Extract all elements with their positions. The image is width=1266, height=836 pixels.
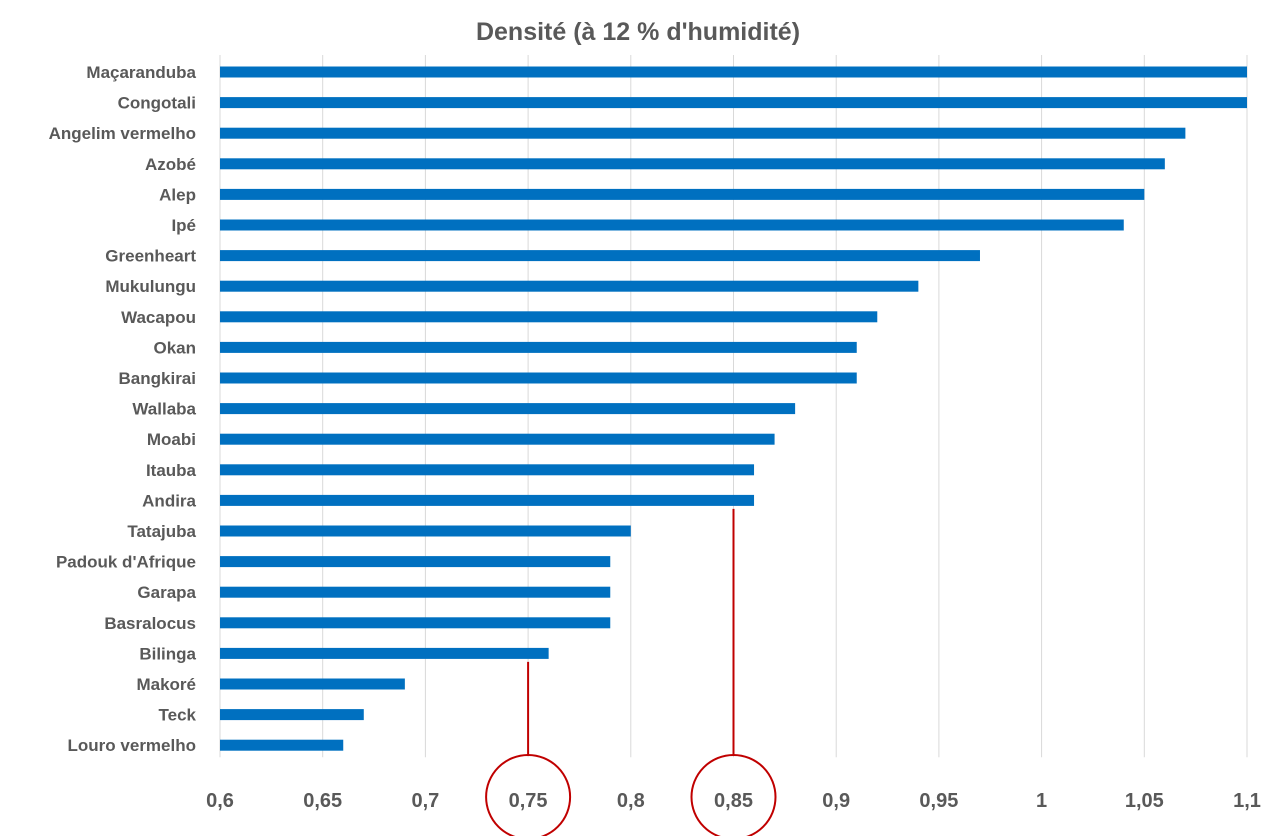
category-label: Wallaba <box>132 400 196 419</box>
category-label: Padouk d'Afrique <box>56 553 196 572</box>
bar <box>220 586 611 598</box>
category-label: Mukulungu <box>105 277 196 296</box>
annotations <box>485 508 777 836</box>
bar <box>220 403 796 415</box>
bar <box>220 372 857 384</box>
bar <box>220 66 1247 78</box>
bar <box>220 464 755 476</box>
x-tick-label: 1 <box>1036 790 1047 812</box>
category-label: Okan <box>153 338 196 357</box>
x-tick-labels: 0,6 0,65 0,7 0,75 0,8 0,85 0,9 0,95 1 1,05 1,1 <box>206 790 1261 812</box>
bar <box>220 678 405 690</box>
bar <box>220 739 344 751</box>
category-label: Louro vermelho <box>68 736 196 755</box>
category-label: Basralocus <box>104 614 196 633</box>
category-label: Makoré <box>136 675 196 694</box>
bar <box>220 97 1247 109</box>
bar <box>220 494 755 506</box>
category-label: Azobé <box>145 155 196 174</box>
x-tick-label: 0,75 <box>509 790 548 812</box>
bar <box>220 250 980 262</box>
x-tick-label: 0,6 <box>206 790 234 812</box>
category-label: Andira <box>142 491 196 510</box>
category-label: Itauba <box>146 461 197 480</box>
category-label: Bangkirai <box>119 369 196 388</box>
category-label: Garapa <box>137 583 196 602</box>
category-label: Congotali <box>118 94 196 113</box>
category-label: Ipé <box>171 216 196 235</box>
bar <box>220 341 857 353</box>
bar <box>220 617 611 629</box>
category-labels: Maçaranduba Congotali Angelim vermelho Azob… <box>49 63 197 755</box>
bar <box>220 709 364 721</box>
category-label: Greenheart <box>105 247 196 266</box>
bar <box>220 311 878 323</box>
bar <box>220 188 1145 200</box>
bar <box>220 219 1124 231</box>
category-label: Moabi <box>147 430 196 449</box>
category-label: Wacapou <box>121 308 196 327</box>
bar <box>220 280 919 292</box>
category-label: Alep <box>159 185 196 204</box>
x-tick-label: 0,95 <box>919 790 958 812</box>
x-tick-label: 0,8 <box>617 790 645 812</box>
bars <box>220 66 1247 751</box>
bar <box>220 647 549 659</box>
category-label: Bilinga <box>139 644 196 663</box>
x-tick-label: 0,85 <box>714 790 753 812</box>
x-tick-label: 0,65 <box>303 790 342 812</box>
x-tick-label: 0,9 <box>822 790 850 812</box>
x-tick-label: 0,7 <box>411 790 439 812</box>
annotation-circle <box>690 754 777 836</box>
bar <box>220 556 611 568</box>
x-tick-label: 1,1 <box>1233 790 1261 812</box>
x-tick-label: 1,05 <box>1125 790 1164 812</box>
annotation-circle <box>485 754 572 836</box>
chart-title: Densité (à 12 % d'humidité) <box>476 18 800 46</box>
bar <box>220 433 775 445</box>
category-label: Maçaranduba <box>86 63 196 82</box>
bar <box>220 158 1165 170</box>
bar <box>220 525 631 537</box>
bar <box>220 127 1186 139</box>
category-label: Tatajuba <box>127 522 196 541</box>
category-label: Angelim vermelho <box>49 124 196 143</box>
category-label: Teck <box>159 706 197 725</box>
